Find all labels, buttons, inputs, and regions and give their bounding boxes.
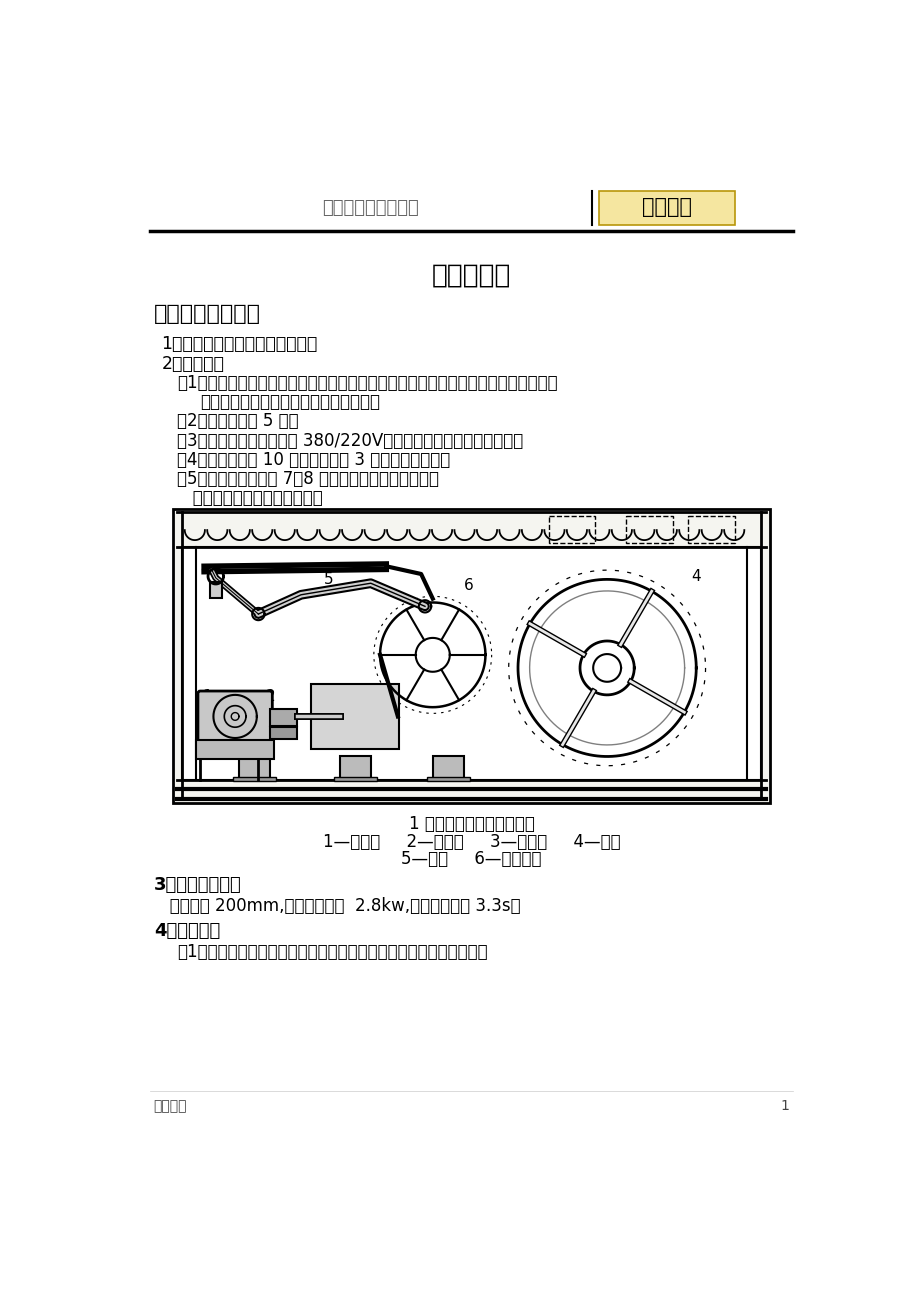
Bar [334, 777, 377, 781]
Text: 2: 2 [266, 690, 276, 704]
Bar [626, 516, 673, 543]
FancyBboxPatch shape [311, 685, 399, 748]
Text: （2）生产批量为 5 台。: （2）生产批量为 5 台。 [176, 412, 299, 430]
Bar [269, 709, 297, 726]
Text: 详细规范: 详细规范 [153, 1099, 187, 1113]
Text: 4: 4 [690, 569, 699, 585]
Text: 1 加热炉装料机设计参考图: 1 加热炉装料机设计参考图 [408, 814, 534, 833]
Text: 6: 6 [463, 578, 473, 592]
Text: （3）动力源为三相交流电 380/220V，电机单向转动，载荷较平稳。: （3）动力源为三相交流电 380/220V，电机单向转动，载荷较平稳。 [176, 431, 523, 449]
FancyBboxPatch shape [598, 191, 734, 225]
Bar [196, 739, 274, 759]
Bar [173, 508, 769, 803]
Text: （4）使用期限为 10 年，大修期为 3 年，双班制工作。: （4）使用期限为 10 年，大修期为 3 年，双班制工作。 [176, 451, 449, 469]
Bar [687, 516, 734, 543]
Text: 5: 5 [323, 572, 334, 587]
Text: 2、设计要求: 2、设计要求 [162, 355, 224, 373]
Bar [210, 582, 221, 598]
Text: 一、设计任务概述: 一、设计任务概述 [153, 304, 260, 325]
Text: 5—连杆     6—装料推板: 5—连杆 6—装料推板 [401, 851, 541, 869]
Bar [549, 516, 595, 543]
Bar [339, 756, 370, 779]
Text: 仅供借鉴: 仅供借鉴 [641, 197, 691, 217]
Text: 1、设计题目：加热炉装料机设计: 1、设计题目：加热炉装料机设计 [162, 335, 317, 353]
Text: 1: 1 [779, 1099, 789, 1113]
FancyBboxPatch shape [198, 691, 272, 742]
Text: 4、设计任务: 4、设计任务 [153, 922, 220, 940]
Text: 1—电动机     2—联轴器     3—蜗杆副     4—齿轮: 1—电动机 2—联轴器 3—蜗杆副 4—齿轮 [323, 833, 619, 851]
Text: 加热炉装料机设计参考图如图: 加热炉装料机设计参考图如图 [176, 490, 323, 508]
Bar [239, 756, 269, 779]
Text: 推杆作往复移动，将物料送入加热炉内。: 推杆作往复移动，将物料送入加热炉内。 [200, 394, 380, 410]
Text: 推杆行程 200mm,所需电机功率  2.8kw,推杆工作周期 3.3s。: 推杆行程 200mm,所需电机功率 2.8kw,推杆工作周期 3.3s。 [153, 896, 520, 914]
Bar [269, 727, 297, 739]
Text: （1）完成加热炉装料机总体方案设计和论证，绘制总体原理方案图。: （1）完成加热炉装料机总体方案设计和论证，绘制总体原理方案图。 [176, 943, 487, 961]
Text: 1: 1 [202, 690, 212, 704]
Bar [233, 777, 276, 781]
Text: 设计说明书: 设计说明书 [431, 262, 511, 288]
Bar [432, 756, 463, 779]
Text: （1）装料机用于向加热炉内送料，由电动机驱动，室内工作，通过传动装置使装料机: （1）装料机用于向加热炉内送料，由电动机驱动，室内工作，通过传动装置使装料机 [176, 374, 557, 392]
Text: 页眉页脚可一键删除: 页眉页脚可一键删除 [322, 199, 419, 217]
Bar [182, 547, 760, 779]
Text: （5）生产厂具有加工 7、8 级精度齿轮、蜗轮的能力。: （5）生产厂具有加工 7、8 级精度齿轮、蜗轮的能力。 [176, 470, 438, 488]
Text: 3: 3 [346, 735, 356, 750]
Bar [426, 777, 470, 781]
Text: 3、原始技术数据: 3、原始技术数据 [153, 876, 241, 894]
